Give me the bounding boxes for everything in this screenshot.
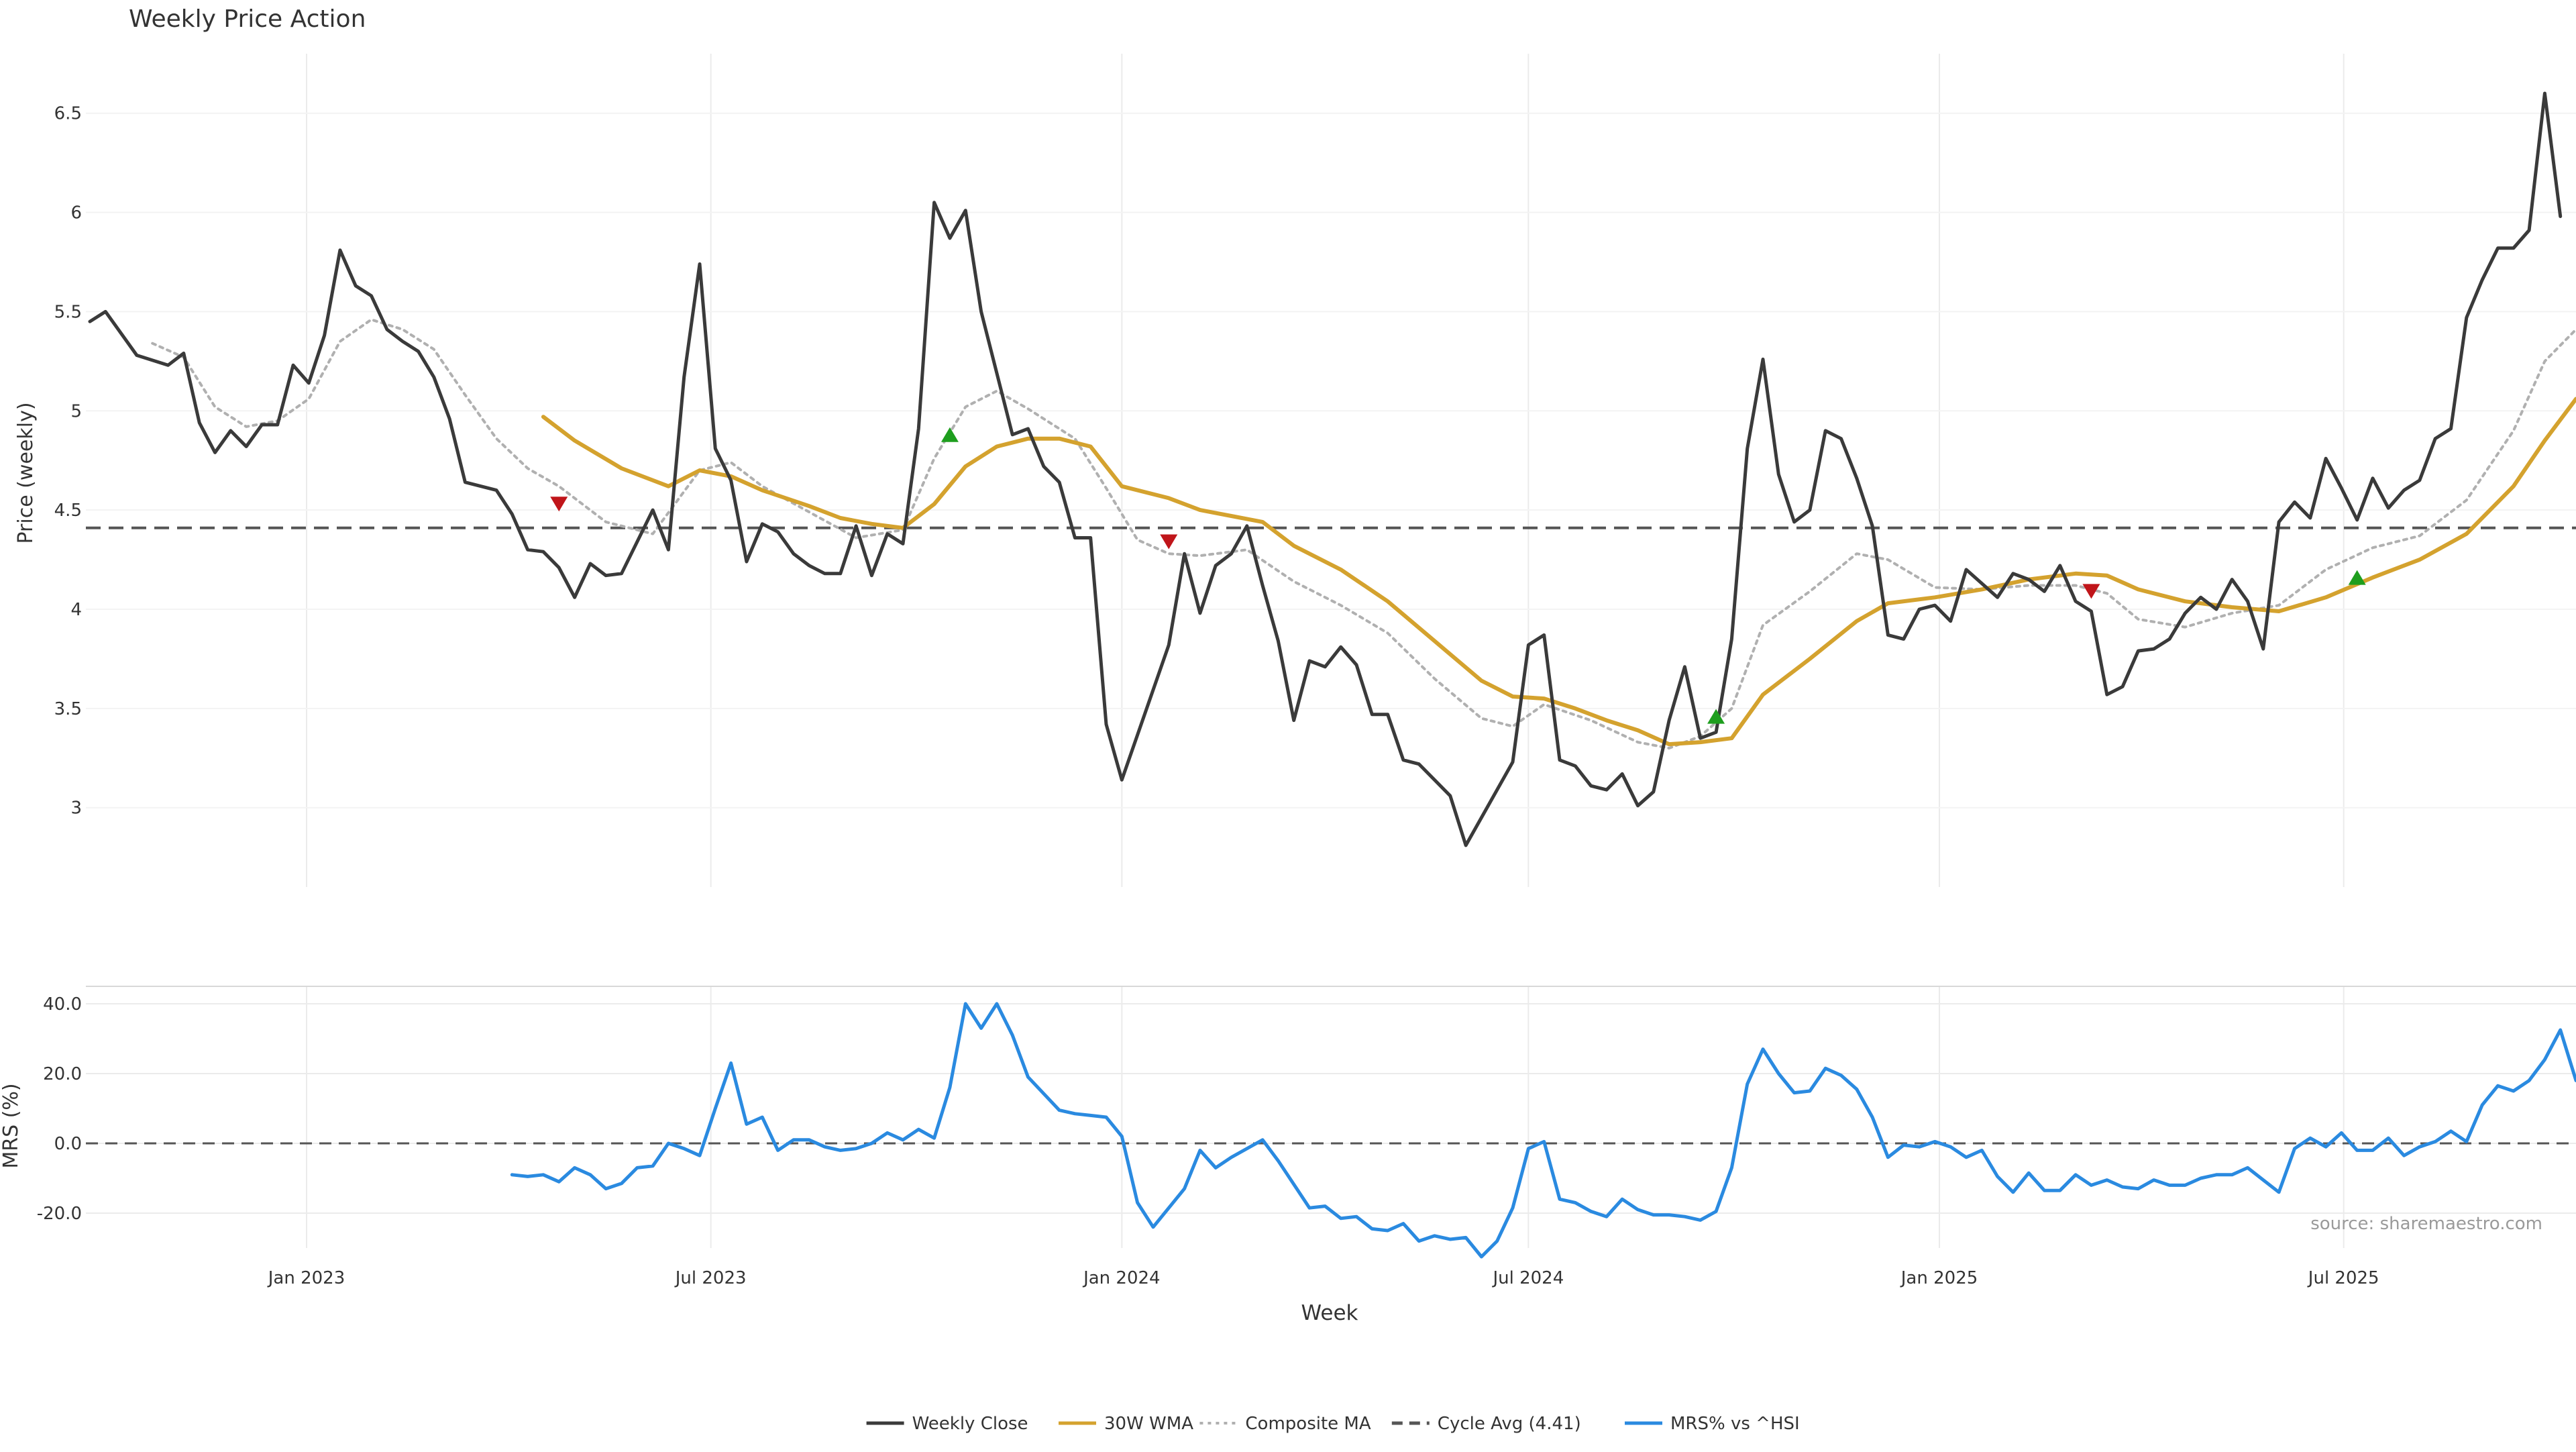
legend-label-wma: 30W WMA [1104, 1414, 1193, 1434]
legend-label-mrs: MRS% vs ^HSI [1670, 1414, 1800, 1434]
mrs-y-tick-label: -20.0 [37, 1204, 82, 1224]
legend-label-cycle: Cycle Avg (4.41) [1438, 1414, 1581, 1434]
sell-signal-marker [1160, 534, 1178, 550]
legend-label-composite: Composite MA [1245, 1414, 1371, 1434]
price-y-tick-label: 5.5 [54, 302, 82, 322]
sell-signal-marker [550, 497, 568, 512]
x-tick-label: Jan 2023 [267, 1268, 345, 1288]
x-tick-label: Jul 2024 [1491, 1268, 1564, 1288]
price-y-axis-label: Price (weekly) [14, 402, 38, 543]
legend: Weekly Close 30W WMA Composite MA Cycle Avg… [866, 1414, 1800, 1434]
buy-signal-marker [1707, 709, 1725, 724]
price-y-tick-label: 4.5 [54, 501, 82, 521]
sell-signal-marker [2082, 584, 2100, 599]
weekly-close-line [88, 91, 2563, 847]
chart-title: Weekly Price Action [129, 5, 366, 33]
buy-signal-marker [941, 427, 959, 442]
x-tick-label: Jul 2025 [2307, 1268, 2379, 1288]
mrs-y-tick-label: 20.0 [43, 1064, 82, 1084]
price-y-tick-label: 3.5 [54, 699, 82, 719]
price-y-tick-label: 3 [70, 798, 82, 819]
price-y-tick-label: 6 [70, 203, 82, 223]
composite-ma-line [151, 318, 2576, 749]
mrs-y-tick-label: 40.0 [43, 994, 82, 1015]
wma-30w-line [541, 397, 2576, 747]
mrs-y-tick-label: 0.0 [54, 1134, 82, 1154]
price-y-tick-label: 4 [70, 600, 82, 620]
x-tick-label: Jul 2023 [674, 1268, 747, 1288]
x-tick-label: Jan 2025 [1900, 1268, 1978, 1288]
price-y-tick-label: 6.5 [54, 104, 82, 124]
legend-label-close: Weekly Close [912, 1414, 1028, 1434]
x-axis-label: Week [1301, 1301, 1358, 1325]
mrs-y-axis-label: MRS (%) [0, 1083, 23, 1168]
x-tick-label: Jan 2024 [1082, 1268, 1161, 1288]
buy-signal-marker [2348, 570, 2366, 585]
source-annotation: source: sharemaestro.com [2310, 1214, 2542, 1234]
mrs-line [510, 1002, 2576, 1259]
price-y-tick-label: 5 [70, 401, 82, 421]
